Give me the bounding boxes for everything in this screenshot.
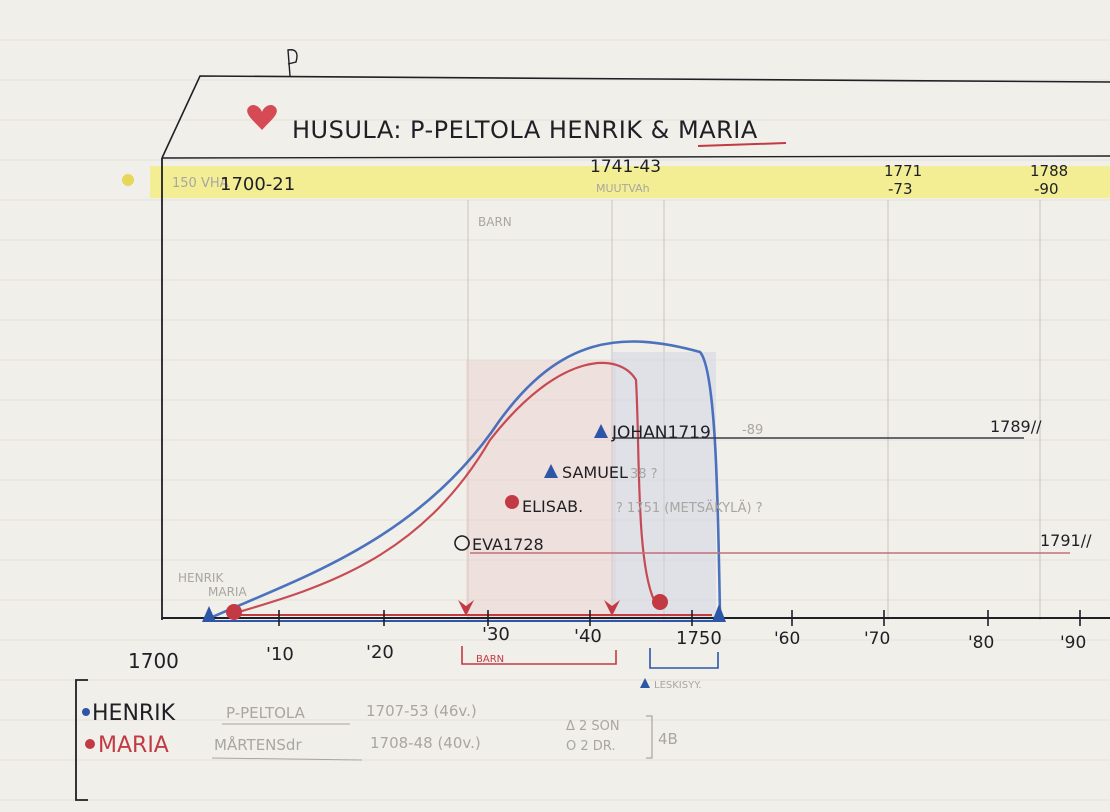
legend-sons: Δ 2 SON bbox=[566, 719, 620, 734]
marker-heart-icon bbox=[604, 600, 620, 616]
tick-label: '20 bbox=[366, 642, 394, 663]
band-period-4b: -90 bbox=[1034, 180, 1059, 198]
axis-start-label: 1700 bbox=[128, 649, 179, 673]
maria-curve bbox=[231, 362, 656, 616]
origin-label-henrik: HENRIK bbox=[178, 571, 224, 585]
legend-maria-dates: 1708-48 (40v.) bbox=[370, 734, 481, 752]
title-underline bbox=[697, 142, 787, 147]
band-period-1: 1700-21 bbox=[220, 174, 295, 195]
legend-maria-name: MARIA bbox=[98, 733, 169, 758]
child-label-elisab: ELISAB. bbox=[522, 497, 583, 516]
house-top bbox=[161, 155, 1110, 159]
child-note-samuel: 38 ? bbox=[630, 467, 658, 482]
johan-triangle-icon bbox=[594, 424, 608, 438]
child-label-samuel: SAMUEL bbox=[562, 463, 628, 482]
barn-bracket bbox=[461, 646, 617, 665]
axis-ticks bbox=[278, 610, 1081, 626]
legend-daughters: O 2 DR. bbox=[566, 739, 615, 754]
marker-heart-icon bbox=[458, 600, 474, 616]
henrik-start-triangle-icon bbox=[202, 606, 216, 622]
elisab-circle-icon bbox=[505, 495, 519, 509]
legend-henrik-name: HENRIK bbox=[92, 701, 176, 726]
tick-label: '60 bbox=[774, 629, 800, 649]
roof-marker bbox=[287, 49, 298, 77]
band-label-faint: 150 VHA bbox=[172, 176, 229, 191]
child-note-johan: -89 bbox=[742, 423, 763, 438]
legend-years: 4B bbox=[658, 730, 678, 748]
legend-henrik-dates: 1707-53 (46v.) bbox=[366, 702, 477, 720]
tick-label: '10 bbox=[266, 644, 294, 665]
origin-label-maria: MARIA bbox=[208, 585, 247, 599]
tick-label: 1750 bbox=[676, 628, 722, 649]
widow-bracket bbox=[649, 648, 719, 669]
tick-label: '70 bbox=[864, 629, 890, 649]
legend-henrik-surname: P-PELTOLA bbox=[226, 704, 306, 722]
legend-maria-surname: MÅRTENSdr bbox=[214, 735, 302, 754]
eva-circle-icon bbox=[454, 535, 470, 551]
band-period-3b: -73 bbox=[888, 180, 913, 198]
tick-label: '80 bbox=[968, 633, 994, 653]
child-label-eva: EVA1728 bbox=[472, 535, 544, 554]
henrik-legend-dot-icon bbox=[82, 708, 90, 716]
tick-label: '30 bbox=[482, 624, 510, 645]
tick-label: '90 bbox=[1060, 633, 1086, 653]
widow-triangle-icon bbox=[640, 678, 650, 688]
maria-end-circle-icon bbox=[652, 594, 668, 610]
barn-label: BARN bbox=[476, 654, 504, 665]
samuel-triangle-icon bbox=[544, 464, 558, 478]
heart-icon bbox=[247, 105, 277, 130]
barn-shade bbox=[466, 360, 616, 620]
band-marker-icon bbox=[122, 174, 134, 186]
band-period-3a: 1771 bbox=[884, 162, 922, 180]
legend-bracket bbox=[75, 679, 88, 801]
widow-shade bbox=[612, 352, 716, 620]
children-bracket bbox=[646, 715, 653, 759]
henrik-curve bbox=[209, 340, 722, 620]
child-end-eva: 1791// bbox=[1040, 531, 1092, 550]
child-note-elisab: ? 1751 (METSÄKYLÄ) ? bbox=[616, 500, 763, 516]
barn-faint-label: BARN bbox=[478, 215, 512, 229]
maria-start-circle-icon bbox=[226, 604, 242, 620]
child-end-johan: 1789// bbox=[990, 417, 1042, 436]
roof-outline bbox=[161, 75, 1110, 159]
widow-label: LESKISYY. bbox=[654, 680, 701, 691]
grid-paper bbox=[0, 39, 1110, 801]
maria-legend-dot-icon bbox=[85, 739, 95, 749]
tick-label: '40 bbox=[574, 626, 602, 647]
band-period-2: 1741-43 bbox=[590, 157, 661, 177]
child-label-johan: JOHAN1719 bbox=[611, 423, 711, 443]
legend-maria-underline bbox=[211, 757, 363, 761]
diagram-title: HUSULA: P-PELTOLA HENRIK & MARIA bbox=[292, 116, 758, 144]
period-band bbox=[150, 166, 1110, 198]
henrik-end-triangle-icon bbox=[712, 604, 726, 622]
band-period-2-faint: MUUTVAh bbox=[596, 182, 650, 195]
band-period-4a: 1788 bbox=[1030, 162, 1068, 180]
